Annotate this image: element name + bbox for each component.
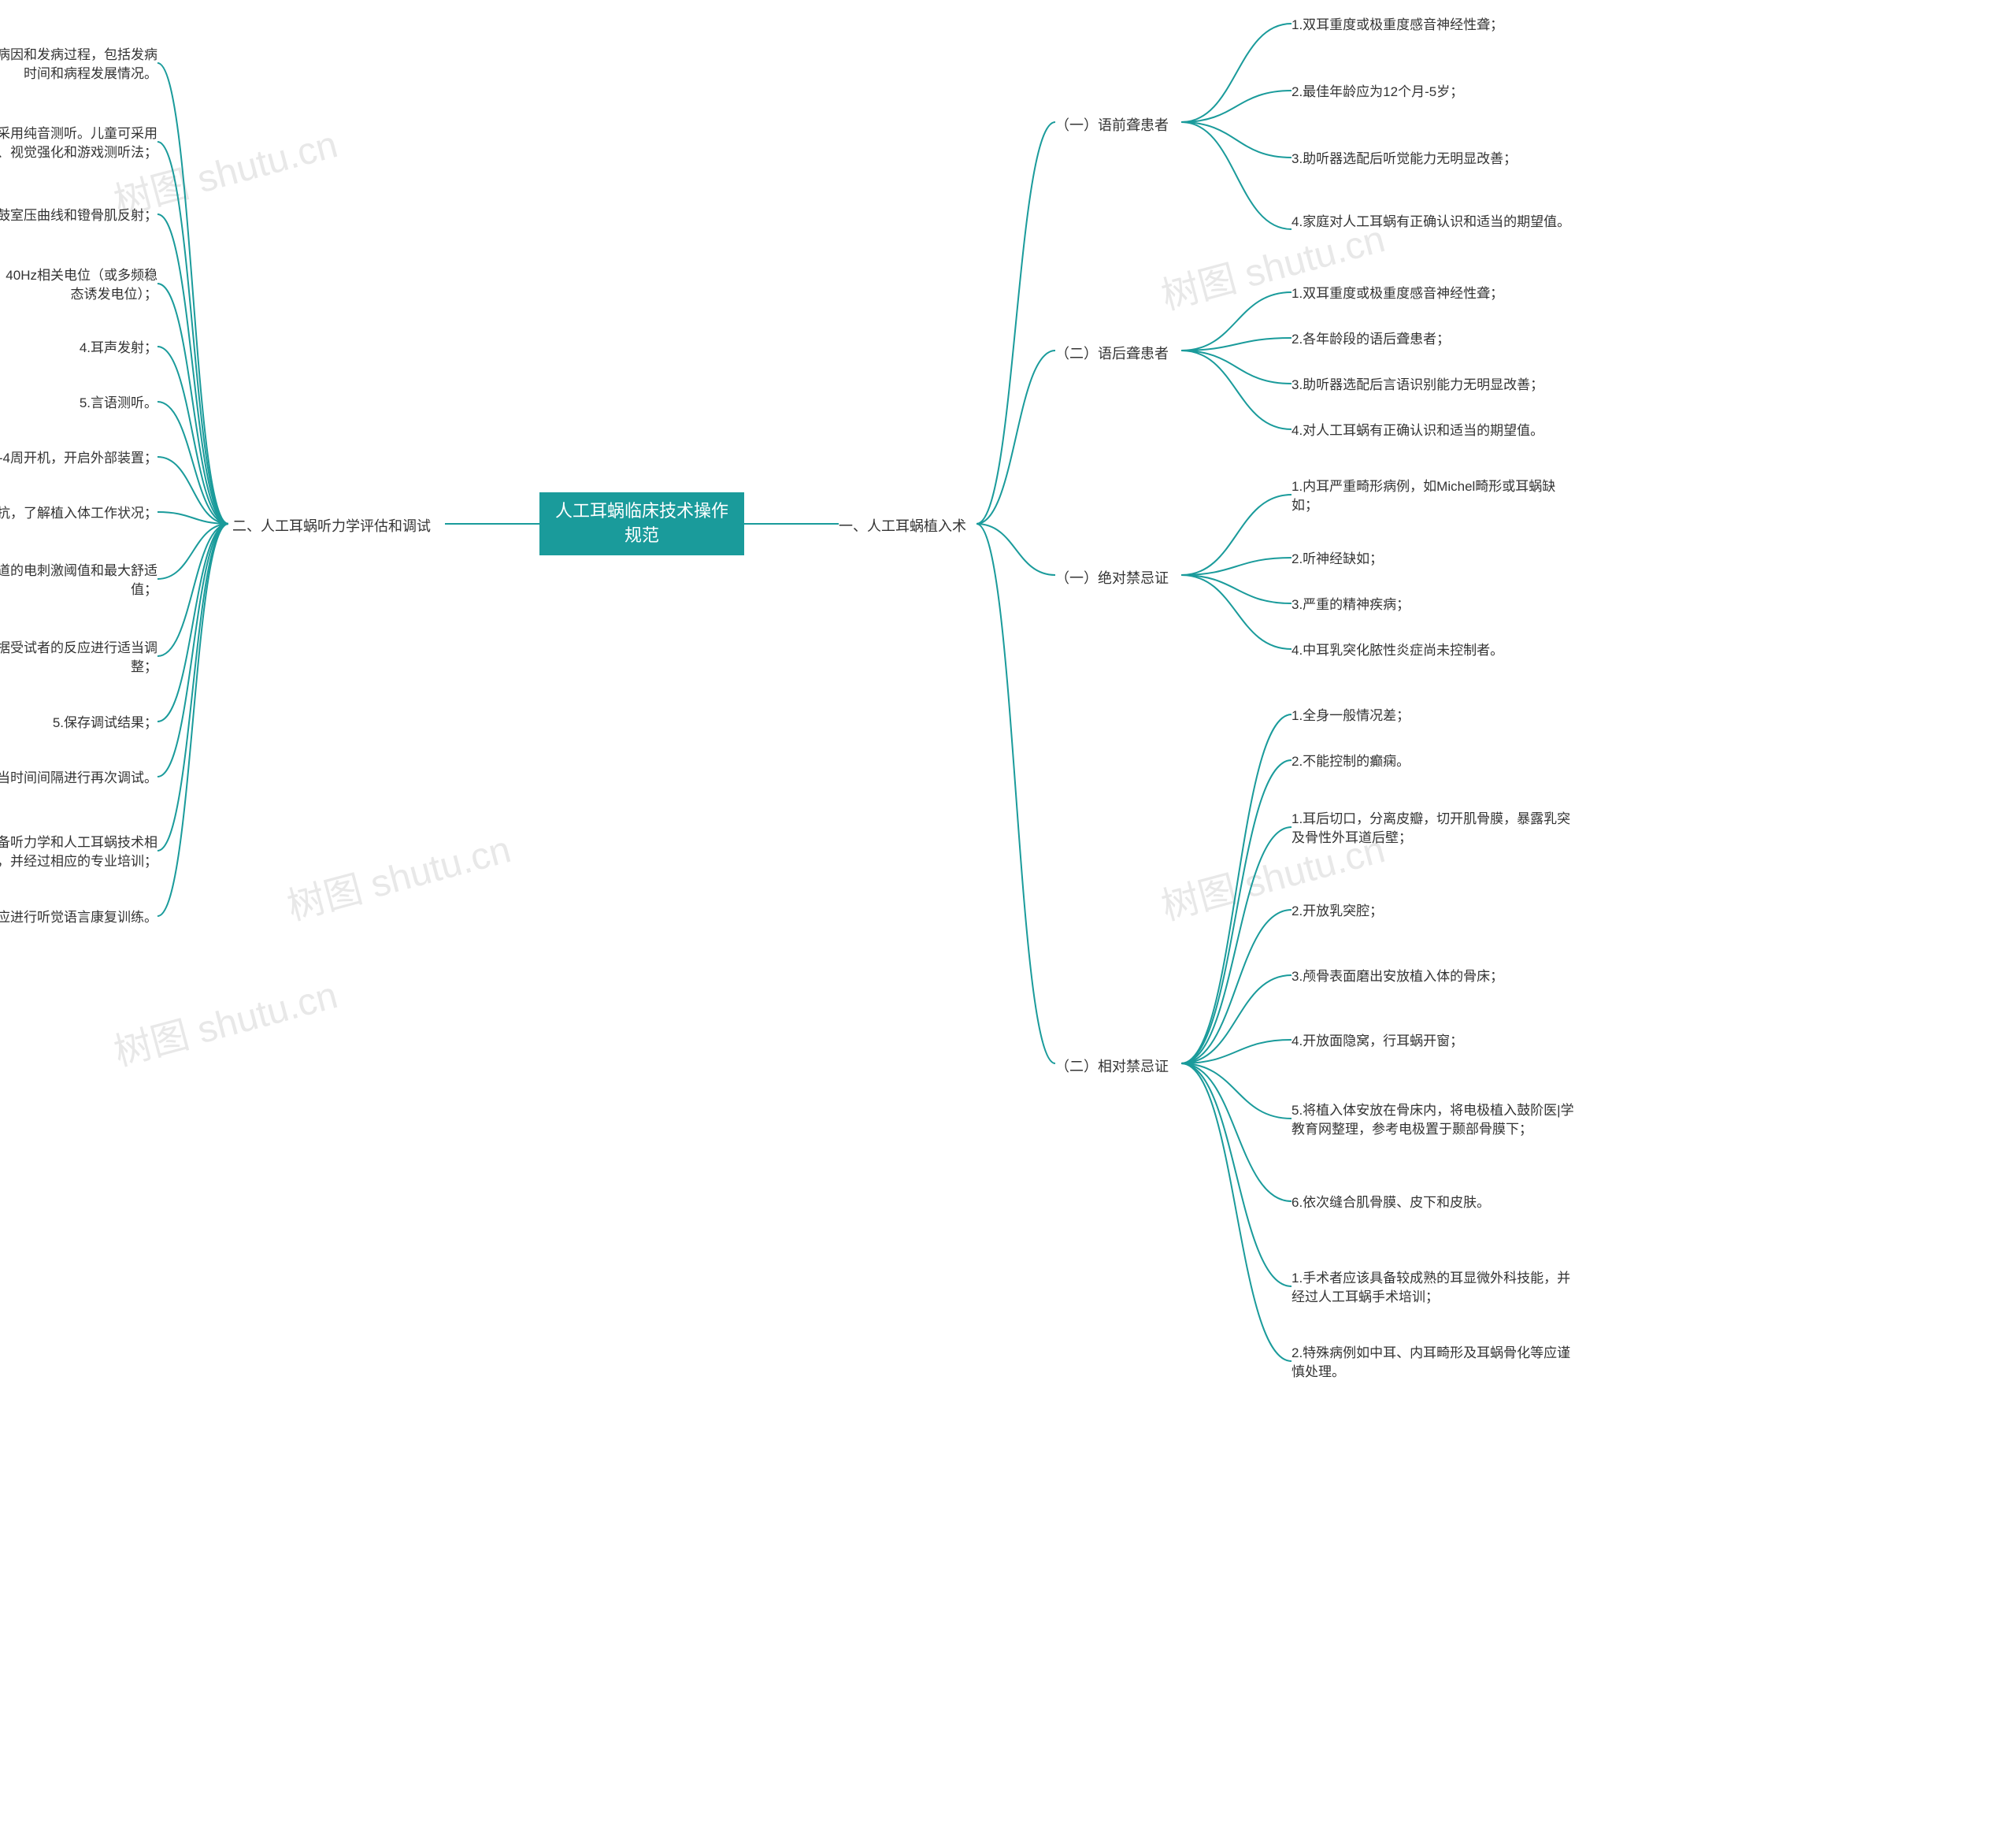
root-node: 人工耳蜗临床技术操作规范 [539,492,744,555]
subD-item-5: 4.开放面隐窝，行耳蜗开窗； [1292,1032,1463,1051]
subD-item-6: 5.将植入体安放在骨床内，将电极植入鼓阶医|学教育网整理，参考电极置于颞部骨膜下… [1292,1101,1575,1139]
s2-item-11: 6.以适当时间间隔进行再次调试。 [0,769,158,788]
s2-item-6: 1.手术后2-4周开机，开启外部装置； [0,449,158,468]
watermark: 树图 shutu.cn [107,964,343,1077]
s2-item-8: 3.测试并设定各通道的电刺激阈值和最大舒适值； [0,562,158,599]
s2-item-12: 1.调试专业人员应具备听力学和人工耳蜗技术相关知识，并经过相应的专业培训； [0,833,158,871]
s2-item-9: 4.实时聆听，并根据受试者的反应进行适当调整； [0,639,158,677]
subA-title: （一）语前聋患者 [1055,114,1169,135]
s2-item-5: 5.言语测听。 [0,394,158,413]
subB-item-0: 1.双耳重度或极重度感音神经性聋； [1292,284,1503,303]
s2-item-4: 4.耳声发射； [0,339,158,358]
connector-lines [0,0,2016,1833]
subD-item-7: 6.依次缝合肌骨膜、皮下和皮肤。 [1292,1193,1490,1212]
subA-item-1: 2.最佳年龄应为12个月-5岁； [1292,83,1463,102]
subD-item-9: 2.特殊病例如中耳、内耳畸形及耳蜗骨化等应谨慎处理。 [1292,1344,1575,1382]
subB-title: （二）语后聋患者 [1055,343,1169,363]
subA-item-2: 3.助听器选配后听觉能力无明显改善； [1292,150,1517,169]
subC-item-0: 1.内耳严重畸形病例，如Michel畸形或耳蜗缺如； [1292,477,1575,515]
subA-item-3: 4.家庭对人工耳蜗有正确认识和适当的期望值。 [1292,213,1570,232]
subD-item-2: 1.耳后切口，分离皮瓣，切开肌骨膜，暴露乳突及骨性外耳道后壁； [1292,810,1575,848]
subB-item-2: 3.助听器选配后言语识别能力无明显改善； [1292,376,1544,395]
subD-item-8: 1.手术者应该具备较成熟的耳显微外科技能，并经过人工耳蜗手术培训； [1292,1269,1575,1307]
s2-item-1: 1.主观听阈测定：可采用纯音测听。儿童可采用行为观察、视觉强化和游戏测听法； [0,124,158,162]
section2-title: 二、人工耳蜗听力学评估和调试 [232,515,431,536]
watermark: 树图 shutu.cn [280,818,516,931]
subC-item-2: 3.严重的精神疾病； [1292,596,1410,614]
subB-item-1: 2.各年龄段的语后聋患者； [1292,330,1450,349]
subC-item-1: 2.听神经缺如； [1292,550,1383,569]
s2-item-0: 病史采集重点是耳聋病因和发病过程，包括发病时间和病程发展情况。 [0,46,158,83]
s2-item-2: 2.声导抗：包括鼓室压曲线和镫骨肌反射； [0,206,158,225]
s2-item-3: 3.听性脑干诱发电位，40Hz相关电位（或多频稳态诱发电位）； [0,266,158,304]
subD-item-0: 1.全身一般情况差； [1292,707,1410,725]
section1-title: 一、人工耳蜗植入术 [839,515,966,536]
s2-item-13: 2.开机后应进行听觉语言康复训练。 [0,908,158,927]
subD-title: （二）相对禁忌证 [1055,1056,1169,1076]
subD-item-4: 3.颅骨表面磨出安放植入体的骨床； [1292,967,1503,986]
subA-item-0: 1.双耳重度或极重度感音神经性聋； [1292,16,1503,35]
s2-item-7: 2.测试电极阻抗，了解植入体工作状况； [0,504,158,523]
subD-item-1: 2.不能控制的癫痫。 [1292,752,1410,771]
subD-item-3: 2.开放乳突腔； [1292,902,1383,921]
subC-item-3: 4.中耳乳突化脓性炎症尚未控制者。 [1292,641,1503,660]
subC-title: （一）绝对禁忌证 [1055,567,1169,588]
subB-item-3: 4.对人工耳蜗有正确认识和适当的期望值。 [1292,421,1544,440]
s2-item-10: 5.保存调试结果； [0,714,158,733]
